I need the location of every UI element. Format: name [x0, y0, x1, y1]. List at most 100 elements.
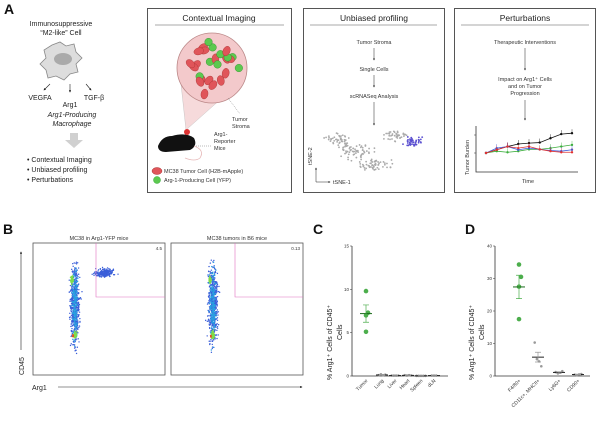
- flow-event: [210, 259, 213, 261]
- arg1-cell: [208, 43, 217, 52]
- flow-event: [108, 268, 110, 270]
- flow-event: [211, 347, 214, 350]
- tsne-point: [374, 163, 377, 166]
- flow-event: [74, 310, 76, 312]
- tsne-point: [340, 155, 343, 158]
- flow-event: [209, 307, 211, 309]
- flow-event: [73, 272, 75, 275]
- flow-event: [211, 285, 214, 287]
- flow-event: [76, 346, 79, 348]
- flow-event: [74, 300, 77, 302]
- mice-label-line2: Reporter: [214, 139, 236, 145]
- tsne-point: [411, 143, 413, 146]
- tsne-point: [398, 134, 401, 137]
- flow-event: [76, 298, 78, 300]
- flow-event: [210, 351, 213, 354]
- flow-plot-2: [170, 242, 304, 376]
- flow-event: [211, 335, 214, 338]
- flow-event: [210, 286, 212, 289]
- flow-event: [214, 311, 217, 313]
- flow-event: [75, 269, 78, 271]
- flow-event: [210, 335, 212, 337]
- flow-event: [216, 337, 218, 340]
- flow-event: [76, 304, 78, 307]
- flow-event: [214, 283, 216, 286]
- tsne-point: [383, 162, 386, 165]
- flow-event: [74, 323, 77, 326]
- series-point: [517, 146, 520, 150]
- tsne-point: [365, 160, 368, 163]
- tsne-point: [368, 152, 370, 155]
- tsne-point: [347, 153, 350, 156]
- flow-event: [210, 285, 212, 287]
- flow-event: [78, 311, 81, 313]
- tsne-point: [323, 137, 326, 139]
- d-sem-bar: [535, 351, 541, 363]
- tsne-point: [419, 138, 422, 141]
- down-arrow-icon: [65, 133, 83, 148]
- tsne-point: [390, 134, 392, 137]
- flow-event: [103, 276, 106, 278]
- flow-event: [210, 315, 213, 317]
- mice-label-line3: Mice: [214, 146, 226, 152]
- flow-event: [73, 297, 75, 299]
- tsne-point: [393, 140, 396, 143]
- flow-event: [103, 270, 105, 272]
- flow-event: [70, 305, 72, 307]
- flow-event: [74, 286, 77, 288]
- c-ylabel-line1: % Arg1⁺ Cells of CD45⁺: [327, 305, 334, 380]
- flow-event: [96, 274, 98, 277]
- chart-c: % Arg1⁺ Cells of CD45⁺ Cells 0 5 10 15 Tumor…: [327, 244, 448, 393]
- panel-label-c: C: [313, 221, 323, 237]
- tsne-point: [415, 140, 417, 143]
- flow-event: [73, 271, 75, 273]
- flow-event: [75, 267, 77, 269]
- tsne-point: [359, 146, 362, 149]
- flow-event: [207, 315, 209, 317]
- nucleus-icon: [54, 53, 72, 65]
- flow-event: [103, 268, 106, 270]
- flow-event: [75, 278, 78, 280]
- flow-event: [206, 335, 208, 337]
- tsne-point: [382, 165, 384, 168]
- flow-event: [68, 291, 71, 293]
- flow-event: [74, 269, 76, 271]
- flow-event: [216, 329, 218, 332]
- flow-event: [210, 302, 213, 304]
- flow-event: [75, 289, 77, 292]
- tsne-point: [392, 130, 395, 133]
- flow-event: [100, 270, 103, 273]
- tsne-point: [374, 168, 377, 171]
- tsne-point: [372, 164, 374, 167]
- flow-event: [73, 299, 76, 301]
- tumor-burden-ylabel: Tumor Burden: [465, 140, 471, 175]
- tsne-point: [342, 146, 344, 149]
- m2-cell-summary: Immunosuppressive “M2-like” Cell VEGFA A…: [27, 21, 104, 184]
- tsne-point: [402, 132, 405, 135]
- flow-event: [210, 329, 212, 332]
- tsne-point: [332, 142, 335, 145]
- flow-plot-1-title: MC38 in Arg1-YFP mice: [70, 236, 129, 242]
- flow-event: [69, 344, 72, 347]
- tsne-point: [409, 144, 412, 146]
- flow-event: [212, 346, 214, 348]
- tsne-point: [391, 138, 393, 140]
- flow-event: [208, 280, 211, 282]
- flow-event: [214, 287, 217, 289]
- tsne-point: [360, 158, 363, 161]
- flow-event: [78, 325, 81, 327]
- tsne-point: [417, 140, 420, 143]
- flow-event: [110, 271, 112, 273]
- flow-event: [75, 293, 77, 296]
- flow-event: [209, 298, 211, 300]
- flow-event: [208, 310, 210, 312]
- flow-event: [79, 320, 81, 323]
- flow-event: [70, 289, 72, 291]
- flow-event: [208, 286, 211, 288]
- flow-event: [76, 330, 78, 333]
- flow-event: [74, 338, 77, 340]
- tsne-point: [336, 139, 339, 142]
- flow-event: [76, 292, 78, 294]
- flow-event: [217, 334, 219, 336]
- flow-event: [210, 338, 212, 341]
